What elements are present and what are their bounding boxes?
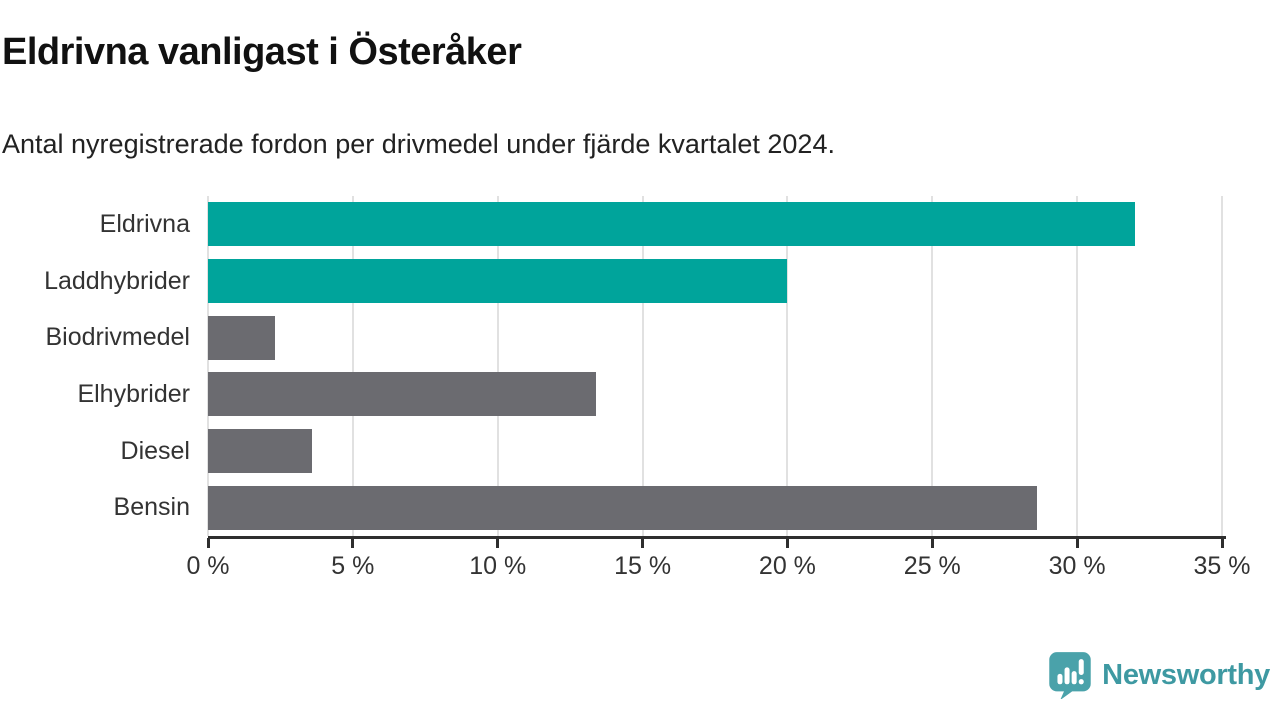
bar-row xyxy=(208,196,1222,253)
newsworthy-logo: Newsworthy xyxy=(1047,651,1270,699)
category-label: Biodrivmedel xyxy=(45,323,190,352)
bar-row xyxy=(208,423,1222,480)
bar-elhybrider xyxy=(208,372,597,417)
x-axis-tick xyxy=(641,538,645,548)
gridline xyxy=(786,196,789,536)
bar-row xyxy=(208,366,1222,423)
x-axis-tick-label: 5 % xyxy=(331,552,375,580)
bar-chart-plot-area xyxy=(207,196,1223,536)
x-axis-tick-label: 20 % xyxy=(758,552,816,580)
bar-diesel xyxy=(208,429,313,474)
gridline xyxy=(1221,196,1223,536)
bar-row xyxy=(208,479,1222,536)
x-axis-tick xyxy=(1075,538,1079,548)
category-label: Eldrivna xyxy=(99,209,190,238)
x-axis-tick xyxy=(930,538,934,548)
bar-row xyxy=(208,309,1222,366)
gridline xyxy=(931,196,934,536)
bar-bensin xyxy=(208,485,1037,530)
gridline xyxy=(496,196,499,536)
x-axis-tick xyxy=(206,538,210,548)
x-axis-tick xyxy=(1220,538,1224,548)
category-label: Bensin xyxy=(113,493,190,522)
chart-title: Eldrivna vanligast i Österåker xyxy=(2,31,522,73)
chart-subtitle: Antal nyregistrerade fordon per drivmede… xyxy=(2,129,835,159)
gridline xyxy=(351,196,354,536)
gridline xyxy=(1076,196,1079,536)
x-axis-tick-label: 35 % xyxy=(1193,552,1251,580)
bar-laddhybrider xyxy=(208,259,788,303)
x-axis-tick xyxy=(496,538,500,548)
bar-eldrivna xyxy=(208,202,1136,247)
bar-biodrivmedel xyxy=(208,315,275,360)
bars xyxy=(208,196,1222,536)
x-axis-tick-label: 15 % xyxy=(614,552,672,580)
x-axis-tick-label: 25 % xyxy=(903,552,961,580)
newsworthy-logo-icon xyxy=(1049,652,1091,699)
category-axis: Eldrivna Laddhybrider Biodrivmedel Elhybrid… xyxy=(0,196,190,536)
x-axis-tick xyxy=(785,538,789,548)
x-axis-tick xyxy=(351,538,355,548)
x-axis-tick-label: 0 % xyxy=(186,552,230,580)
gridline xyxy=(207,196,209,536)
x-axis-line xyxy=(208,536,1226,539)
gridline xyxy=(641,196,644,536)
newsworthy-logo-text: Newsworthy xyxy=(1102,658,1270,691)
category-label: Diesel xyxy=(120,436,190,465)
x-axis-tick-label: 30 % xyxy=(1048,552,1106,580)
x-axis-tick-label: 10 % xyxy=(469,552,527,580)
category-label: Laddhybrider xyxy=(44,266,190,295)
bar-row xyxy=(208,253,1222,310)
category-label: Elhybrider xyxy=(77,379,190,408)
